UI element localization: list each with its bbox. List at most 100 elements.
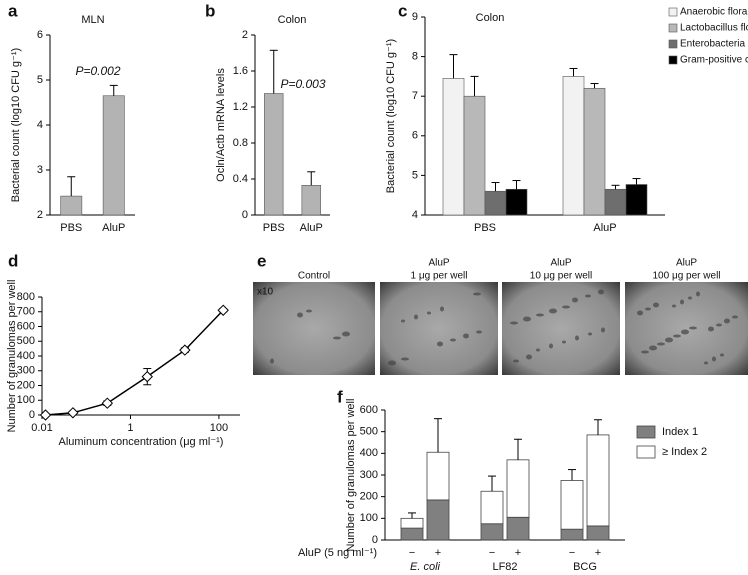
bar-segment bbox=[480, 490, 504, 525]
bar bbox=[463, 95, 486, 216]
bar bbox=[102, 95, 125, 216]
granuloma bbox=[333, 336, 341, 340]
granuloma bbox=[549, 343, 553, 349]
image-label: AluP bbox=[428, 258, 449, 269]
chart-title: Colon bbox=[476, 12, 505, 24]
granuloma bbox=[414, 314, 418, 320]
granuloma bbox=[572, 297, 578, 303]
legend-label: Lactobacillus flora bbox=[680, 23, 748, 34]
marker bbox=[67, 407, 79, 419]
magnification: x10 bbox=[257, 287, 274, 298]
granuloma bbox=[732, 315, 738, 319]
y-tick-label: 400 bbox=[17, 350, 35, 362]
y-tick-label: 0 bbox=[372, 534, 378, 546]
x-tick-label: 0.01 bbox=[31, 422, 52, 434]
granuloma bbox=[562, 305, 570, 309]
y-tick-label: 200 bbox=[360, 491, 378, 503]
granuloma bbox=[673, 334, 681, 338]
bar-segment bbox=[426, 499, 450, 541]
bar bbox=[484, 190, 507, 216]
bar-segment bbox=[506, 516, 530, 541]
granuloma bbox=[598, 289, 604, 295]
micrograph bbox=[380, 282, 498, 375]
y-tick-label: 600 bbox=[17, 320, 35, 332]
chart-title: MLN bbox=[81, 14, 104, 26]
bar bbox=[625, 184, 648, 216]
panel-letter: d bbox=[8, 251, 18, 270]
granuloma bbox=[680, 299, 684, 305]
x-tick-label: PBS bbox=[263, 222, 285, 234]
legend-swatch bbox=[668, 55, 678, 65]
granuloma bbox=[297, 312, 303, 318]
granuloma bbox=[689, 326, 697, 330]
y-tick-label: 4 bbox=[37, 119, 43, 131]
y-axis-label: Bacterial count (log10 CFU g⁻¹) bbox=[385, 39, 397, 193]
bar bbox=[562, 76, 585, 216]
y-tick-label: 200 bbox=[17, 379, 35, 391]
image-label: AluP bbox=[676, 258, 697, 269]
granuloma bbox=[575, 335, 579, 341]
y-tick-label: 6 bbox=[37, 29, 43, 41]
micrograph bbox=[502, 282, 620, 375]
y-tick-label: 500 bbox=[360, 426, 378, 438]
granuloma bbox=[657, 342, 665, 346]
granuloma bbox=[649, 345, 657, 351]
legend-swatch bbox=[636, 445, 656, 459]
bar-segment bbox=[560, 528, 584, 541]
legend-swatch bbox=[668, 23, 678, 33]
y-axis-label: Number of granulomas per well bbox=[345, 399, 357, 552]
x-tick-label: AluP bbox=[102, 222, 125, 234]
granuloma bbox=[536, 348, 540, 352]
granuloma bbox=[724, 318, 730, 324]
granuloma bbox=[513, 359, 519, 363]
y-tick-label: 5 bbox=[37, 74, 43, 86]
granuloma bbox=[437, 341, 443, 347]
marker bbox=[179, 344, 191, 356]
granuloma bbox=[637, 310, 643, 316]
x-tick-label: AluP bbox=[300, 222, 323, 234]
granuloma bbox=[388, 360, 396, 366]
granuloma bbox=[536, 313, 544, 317]
y-axis-label: Number of granulomas per well bbox=[6, 280, 18, 433]
image-label: Control bbox=[298, 271, 330, 282]
micrograph bbox=[625, 282, 748, 375]
granuloma bbox=[653, 302, 659, 308]
panel-letter: f bbox=[337, 387, 343, 406]
bar bbox=[264, 93, 284, 216]
line bbox=[45, 309, 224, 416]
granuloma bbox=[665, 337, 673, 343]
granuloma bbox=[716, 323, 722, 327]
bar bbox=[505, 188, 528, 216]
bar bbox=[442, 78, 465, 216]
legend-swatch bbox=[668, 39, 678, 49]
x-tick-label: + bbox=[595, 547, 601, 559]
bar-segment bbox=[586, 434, 610, 527]
x-tick-label: − bbox=[569, 547, 575, 559]
legend-swatch bbox=[636, 425, 656, 439]
legend-label: ≥ Index 2 bbox=[662, 446, 707, 458]
y-axis-label: Bacterial count (log10 CFU g⁻¹) bbox=[10, 48, 22, 202]
granuloma bbox=[696, 291, 700, 297]
y-tick-label: 3 bbox=[37, 164, 43, 176]
granuloma bbox=[562, 340, 566, 344]
y-tick-label: 1.6 bbox=[233, 65, 248, 77]
image-label: AluP bbox=[550, 258, 571, 269]
bar-segment bbox=[426, 451, 450, 501]
panel-letter: e bbox=[257, 251, 266, 270]
legend-label: Gram-positive cocci bbox=[680, 55, 748, 66]
x-tick-label: PBS bbox=[474, 222, 496, 234]
group-label: LF82 bbox=[492, 561, 517, 573]
marker bbox=[101, 397, 114, 409]
granuloma bbox=[427, 311, 431, 315]
bar bbox=[583, 87, 606, 216]
granuloma bbox=[463, 333, 469, 339]
y-tick-label: 6 bbox=[412, 130, 418, 142]
y-tick-label: 5 bbox=[412, 169, 418, 181]
granuloma bbox=[473, 292, 481, 296]
bar bbox=[301, 185, 321, 216]
y-tick-label: 800 bbox=[17, 291, 35, 303]
granuloma bbox=[712, 356, 716, 362]
y-tick-label: 100 bbox=[17, 394, 35, 406]
granuloma bbox=[450, 338, 456, 342]
granuloma bbox=[510, 321, 518, 325]
